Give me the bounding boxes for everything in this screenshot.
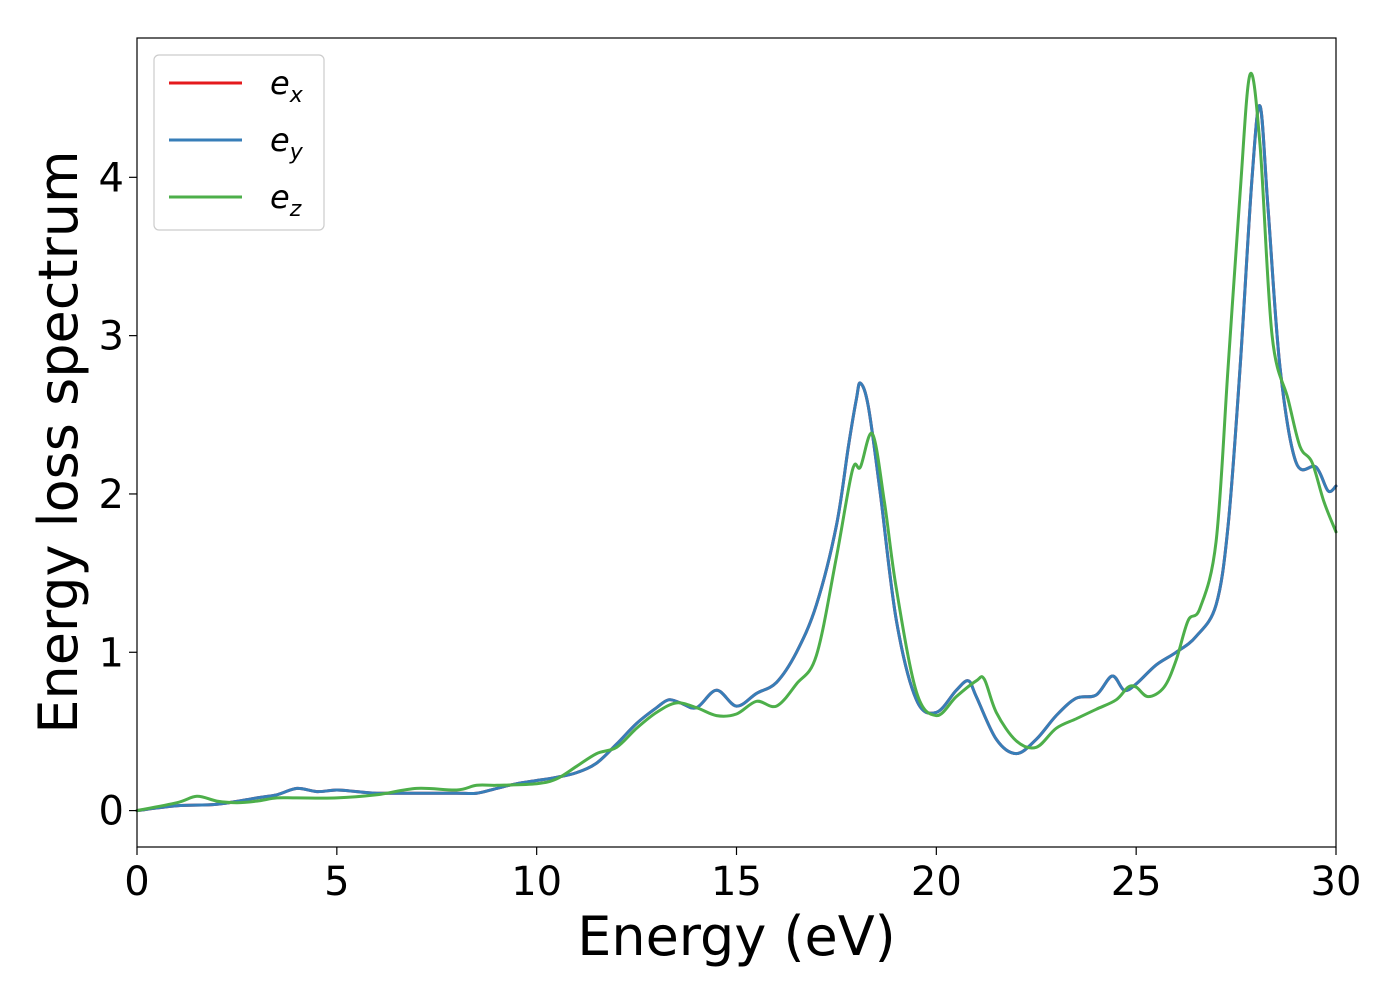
y-tick-label: 4 xyxy=(99,155,124,201)
plot-background xyxy=(137,38,1336,847)
legend: ex ey ez xyxy=(153,54,325,231)
x-tick-label: 20 xyxy=(911,859,962,905)
x-axis-ticks: 0 5 10 15 20 25 30 xyxy=(124,847,1361,905)
y-tick-label: 1 xyxy=(99,630,124,676)
legend-label-e-z: ez xyxy=(270,178,302,222)
x-axis-label: Energy (eV) xyxy=(577,905,896,968)
series-line-e-y xyxy=(135,104,1338,813)
series-line-e-z xyxy=(135,71,1338,813)
y-axis-ticks: 0 1 2 3 4 xyxy=(99,155,137,835)
x-tick-label: 30 xyxy=(1311,859,1362,905)
y-tick-label: 3 xyxy=(99,314,124,360)
x-tick-label: 10 xyxy=(511,859,562,905)
x-tick-label: 15 xyxy=(711,859,762,905)
legend-label-e-x: ex xyxy=(270,64,304,108)
y-axis-label: Energy loss spectrum xyxy=(27,150,90,733)
legend-frame xyxy=(153,54,325,231)
series-layer xyxy=(135,71,1338,813)
x-tick-label: 25 xyxy=(1111,859,1162,905)
y-tick-label: 0 xyxy=(99,789,124,835)
legend-label-e-y: ey xyxy=(270,121,304,165)
x-tick-label: 0 xyxy=(124,859,149,905)
y-tick-label: 2 xyxy=(99,472,124,518)
x-tick-label: 5 xyxy=(324,859,349,905)
